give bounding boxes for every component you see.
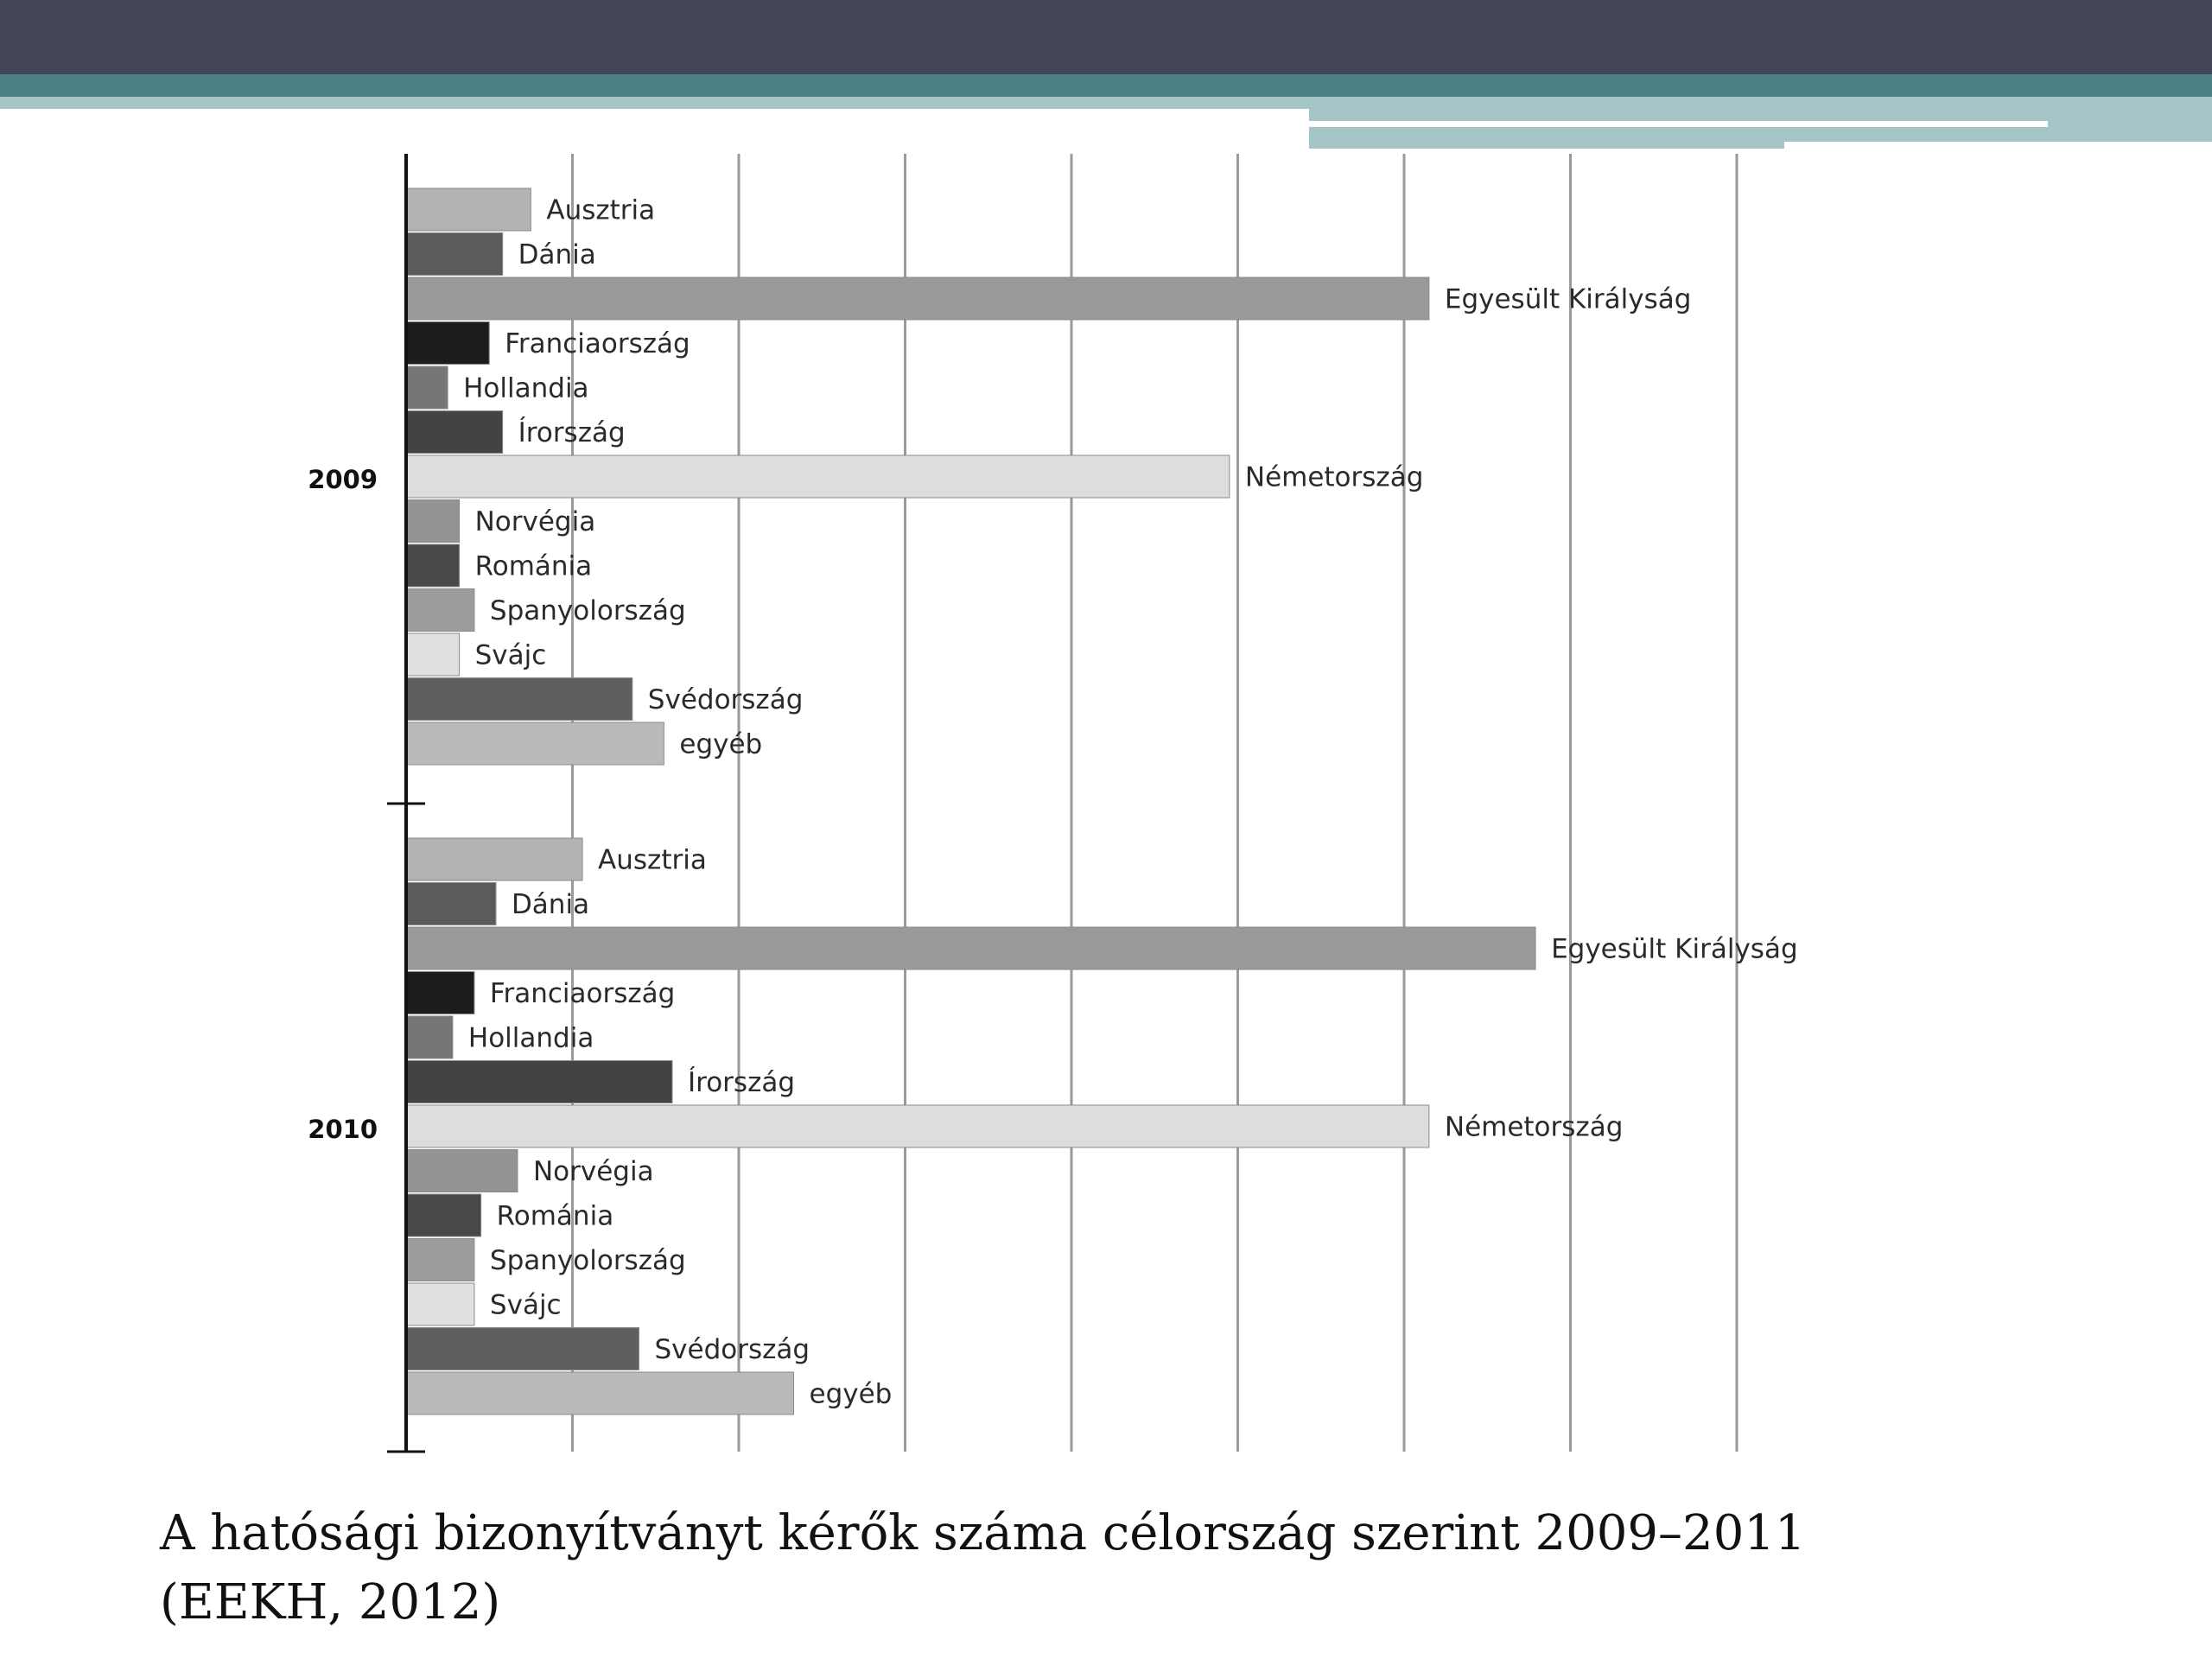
header-teal-band xyxy=(0,74,2212,97)
bar xyxy=(405,1282,475,1326)
bar xyxy=(405,321,490,365)
bar-label: Írország xyxy=(688,1067,795,1098)
bar xyxy=(405,543,461,588)
bar xyxy=(405,365,448,410)
bar-label: Spanyolország xyxy=(490,1245,686,1276)
gridlines xyxy=(571,154,1738,1452)
bar-label: Németország xyxy=(1245,462,1424,493)
bar-label: Svájc xyxy=(490,1290,562,1321)
bar-label: Románia xyxy=(475,551,593,582)
bar-label: Svédország xyxy=(655,1334,810,1365)
bar-label: Svájc xyxy=(475,640,547,671)
bar xyxy=(405,588,475,632)
bar xyxy=(405,188,531,232)
bar-label: Írország xyxy=(518,417,626,448)
group-label: 2009 xyxy=(308,465,378,494)
bar xyxy=(405,276,1430,321)
bar xyxy=(405,410,504,454)
bar-label: Egyesült Királyság xyxy=(1551,934,1798,965)
header-dark-band xyxy=(0,0,2212,74)
bar-label: egyéb xyxy=(810,1379,893,1410)
bar xyxy=(405,1149,518,1192)
bar-label: Dánia xyxy=(512,889,589,920)
bar-label: Spanyolország xyxy=(490,595,686,626)
bar-label: Norvégia xyxy=(475,506,596,537)
bar xyxy=(405,1193,482,1237)
bar-label: Románia xyxy=(497,1201,614,1232)
bar-label: Norvégia xyxy=(533,1156,654,1187)
bar xyxy=(405,1060,673,1103)
bar-label: Dánia xyxy=(518,239,596,270)
bar-label: Svédország xyxy=(648,684,804,715)
bar-label: Ausztria xyxy=(546,195,655,226)
bar xyxy=(405,1104,1430,1148)
bar-label: Németország xyxy=(1445,1112,1624,1143)
header-right-white-notch xyxy=(1784,142,2212,149)
bar xyxy=(405,837,583,881)
header-white-line xyxy=(1309,121,2048,127)
bar-label: Ausztria xyxy=(598,845,707,876)
bar xyxy=(405,1327,639,1370)
bar xyxy=(405,1238,475,1281)
bar-label: Franciaország xyxy=(490,978,675,1009)
slide-header xyxy=(0,0,2212,156)
bar xyxy=(405,677,633,721)
slide-caption: A hatósági bizonyítványt kérők száma cél… xyxy=(160,1499,1888,1637)
bar-label: egyéb xyxy=(679,729,762,760)
bar xyxy=(405,1371,795,1415)
bars xyxy=(405,188,1536,1415)
header-light-stripe xyxy=(0,97,1309,109)
bar xyxy=(405,454,1230,499)
bar xyxy=(405,1015,454,1059)
bar xyxy=(405,926,1536,970)
bar xyxy=(405,882,497,925)
bar xyxy=(405,499,461,543)
caption-line-1: A hatósági bizonyítványt kérők száma cél… xyxy=(160,1505,1806,1561)
caption-line-2: (EEKH, 2012) xyxy=(160,1574,501,1630)
bar xyxy=(405,232,504,276)
y-axis xyxy=(387,154,425,1453)
bar-label: Franciaország xyxy=(505,328,690,359)
bar-label: Hollandia xyxy=(463,373,588,404)
bar-label: Hollandia xyxy=(468,1023,594,1054)
bar-labels: Ausztria Dánia Egyesült Királyság Franciaor… xyxy=(308,195,1797,1410)
bar xyxy=(405,971,475,1014)
group-label: 2010 xyxy=(308,1115,378,1144)
bar-label: Egyesült Királyság xyxy=(1445,284,1692,315)
bar xyxy=(405,632,461,677)
bar xyxy=(405,721,664,766)
bar-chart: Ausztria Dánia Egyesült Királyság Franciaor… xyxy=(308,154,1798,1453)
